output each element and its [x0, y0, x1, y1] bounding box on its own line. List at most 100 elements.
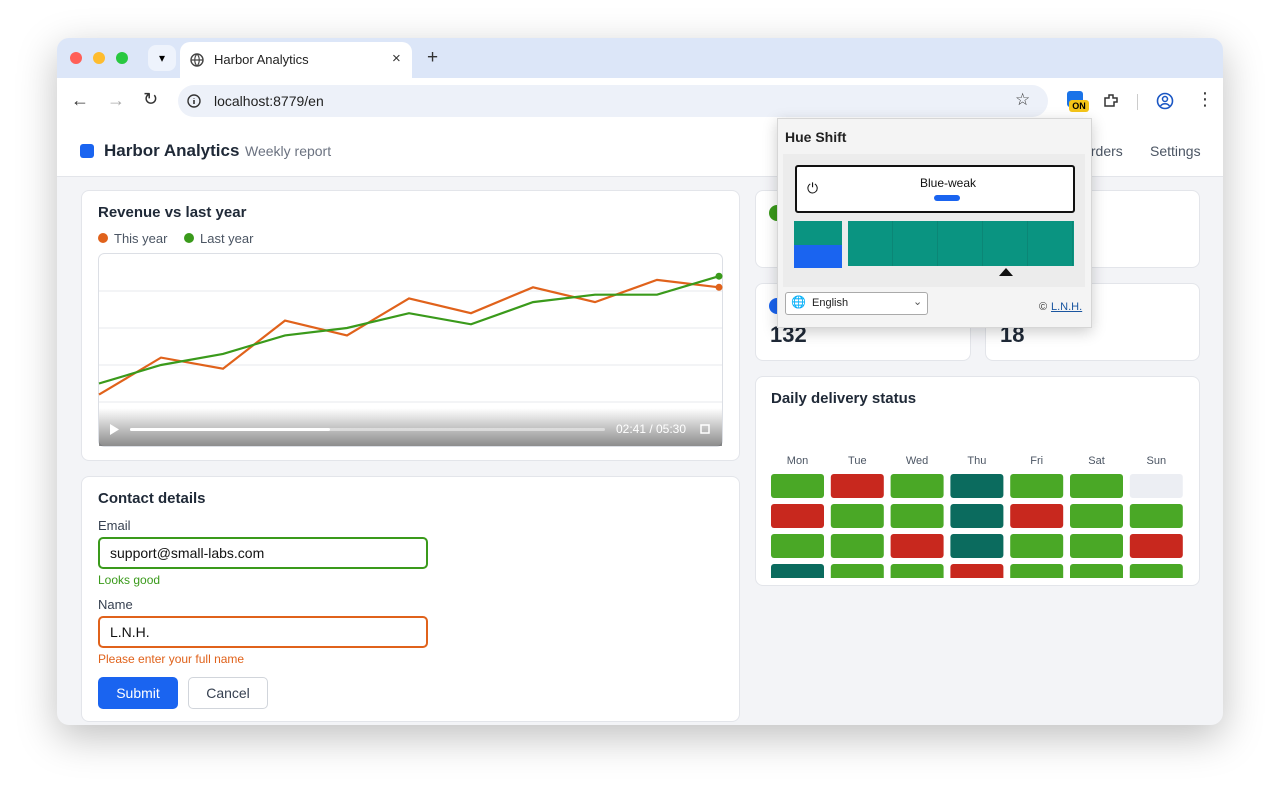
- status-cell: [1129, 534, 1183, 558]
- hue-strip[interactable]: [848, 221, 1074, 266]
- hue-shift-popup: Hue Shift ⏻ Blue-weak 🌐 English ⌄ © L.N.…: [777, 118, 1092, 328]
- new-tab[interactable]: +: [427, 47, 439, 68]
- status-cell: [950, 504, 1004, 528]
- legend-dot: [98, 233, 108, 243]
- fullscreen-button[interactable]: [700, 424, 710, 434]
- empty-cell: [1129, 474, 1183, 498]
- site-subtitle: Weekly report: [245, 143, 332, 159]
- status-cell: [830, 564, 884, 578]
- status-cell: [950, 534, 1004, 558]
- play-button[interactable]: [110, 424, 119, 435]
- logo: [80, 144, 94, 158]
- day-label: Fri: [1030, 455, 1043, 467]
- tab-close[interactable]: ×: [392, 50, 401, 67]
- submit-button[interactable]: Submit: [98, 677, 178, 709]
- cancel-button[interactable]: Cancel: [188, 677, 268, 709]
- status-cell: [1070, 504, 1123, 528]
- status-cell: [1070, 534, 1123, 558]
- video-controls: [99, 408, 722, 446]
- forward-button[interactable]: →: [107, 90, 125, 110]
- day-label: Sat: [1088, 455, 1105, 467]
- card-title: Daily delivery status: [771, 390, 917, 407]
- tab-bar: ▾ Harbor Analytics × +: [57, 38, 1223, 78]
- end-point: [715, 272, 723, 280]
- status-cell: [830, 474, 884, 498]
- mode-label: Blue-weak: [919, 176, 977, 190]
- status-cell: [771, 474, 824, 498]
- error-message: Please enter your full name: [98, 652, 245, 666]
- status-cell: [771, 534, 824, 558]
- status-cell: [950, 564, 1004, 578]
- name-input[interactable]: L.N.H.: [98, 616, 428, 648]
- url: localhost:8779/en: [214, 93, 324, 109]
- tab-search[interactable]: ▾: [148, 45, 176, 71]
- maximize-dot[interactable]: [116, 52, 128, 64]
- status-cell: [1129, 504, 1183, 528]
- globe-icon: 🌐: [791, 295, 806, 309]
- bookmark-star[interactable]: ☆: [1015, 90, 1031, 109]
- day-label: Tue: [848, 455, 867, 467]
- status-cell: [830, 504, 884, 528]
- status-cell: [830, 534, 884, 558]
- language-select[interactable]: 🌐 English ⌄: [785, 292, 928, 315]
- status-cell: [771, 564, 824, 578]
- tab-title: Harbor Analytics: [214, 52, 309, 67]
- profile-icon[interactable]: [1156, 92, 1174, 110]
- day-label: Mon: [787, 455, 808, 467]
- card-title: Revenue vs last year: [98, 204, 247, 221]
- video-time: 02:41 / 05:30: [616, 422, 686, 436]
- minimize-dot[interactable]: [93, 52, 105, 64]
- revenue-chart: 02:41 / 05:30: [98, 253, 723, 447]
- day-label: Thu: [967, 455, 986, 467]
- credit-link[interactable]: L.N.H.: [1051, 301, 1083, 313]
- nav-link[interactable]: Settings: [1150, 143, 1201, 159]
- day-label: Wed: [906, 455, 928, 467]
- status-cell: [1010, 474, 1064, 498]
- valid-message: Looks good: [98, 573, 161, 587]
- status-cell: [950, 474, 1004, 498]
- status-cell: [1010, 534, 1064, 558]
- status-cell: [1010, 504, 1064, 528]
- end-point: [715, 283, 723, 291]
- progress-fill: [130, 428, 330, 431]
- omnibox[interactable]: localhost:8779/en ☆: [178, 85, 1048, 117]
- status-cell: [890, 534, 944, 558]
- delivery-heatmap: MonTueWedThuFriSatSunDeliveredFailedResc…: [771, 455, 1183, 578]
- info-icon[interactable]: [187, 94, 201, 108]
- legend-label: Last year: [200, 231, 254, 246]
- status-cell: [1070, 564, 1123, 578]
- day-label: Sun: [1147, 455, 1167, 467]
- toolbar: ← → ↻ localhost:8779/en ☆ ON ⋮: [57, 78, 1223, 124]
- series-line: [98, 275, 720, 385]
- close-dot[interactable]: [70, 52, 82, 64]
- hue-pointer: [999, 268, 1013, 276]
- chart-frame: [98, 253, 723, 447]
- tab[interactable]: Harbor Analytics ×: [180, 42, 412, 78]
- swatch-top: [794, 221, 842, 245]
- legend-label: This year: [114, 231, 168, 246]
- mode-indicator: [934, 195, 960, 201]
- status-cell: [1070, 474, 1123, 498]
- select-arrow: ⌄: [913, 296, 923, 308]
- separator: [1137, 94, 1138, 110]
- status-cell: [1129, 564, 1183, 578]
- language-value: English: [812, 297, 849, 309]
- extension-badge: ON: [1069, 100, 1089, 112]
- credit-symbol: ©: [1039, 301, 1048, 313]
- back-button[interactable]: ←: [71, 90, 89, 110]
- email-input[interactable]: support@small-labs.com: [98, 537, 428, 569]
- field-label: Name: [98, 597, 133, 612]
- menu-button[interactable]: ⋮: [1196, 89, 1214, 109]
- field-label: Email: [98, 518, 131, 533]
- power-icon: ⏻: [807, 180, 819, 196]
- status-cell: [890, 564, 944, 578]
- extensions-icon[interactable]: [1102, 92, 1120, 110]
- contact-card: Contact details Email support@small-labs…: [81, 476, 740, 722]
- card-title: Contact details: [98, 490, 206, 507]
- mode-toggle[interactable]: ⏻ Blue-weak: [795, 165, 1075, 213]
- status-cell: [890, 504, 944, 528]
- legend-dot: [184, 233, 194, 243]
- reload-button[interactable]: ↻: [143, 89, 159, 109]
- browser-window: ▾ Harbor Analytics × + ← → ↻ localhost:8…: [57, 38, 1223, 725]
